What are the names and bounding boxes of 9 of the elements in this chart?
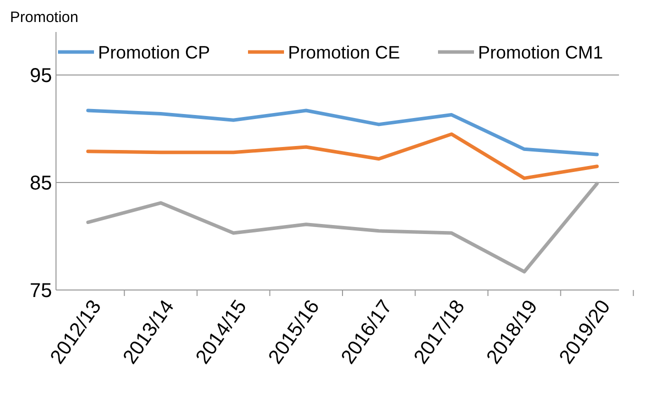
y-tick-label: 75 [30, 280, 52, 302]
line-series [86, 132, 599, 180]
legend-label: Promotion CE [288, 42, 400, 62]
legend-label: Promotion CM1 [478, 42, 604, 62]
line-series [86, 108, 599, 156]
chart-title: Promotion [10, 9, 78, 26]
legend-label: Promotion CP [98, 42, 210, 62]
y-tick-label: 85 [30, 172, 52, 194]
y-tick-label: 95 [30, 65, 52, 87]
